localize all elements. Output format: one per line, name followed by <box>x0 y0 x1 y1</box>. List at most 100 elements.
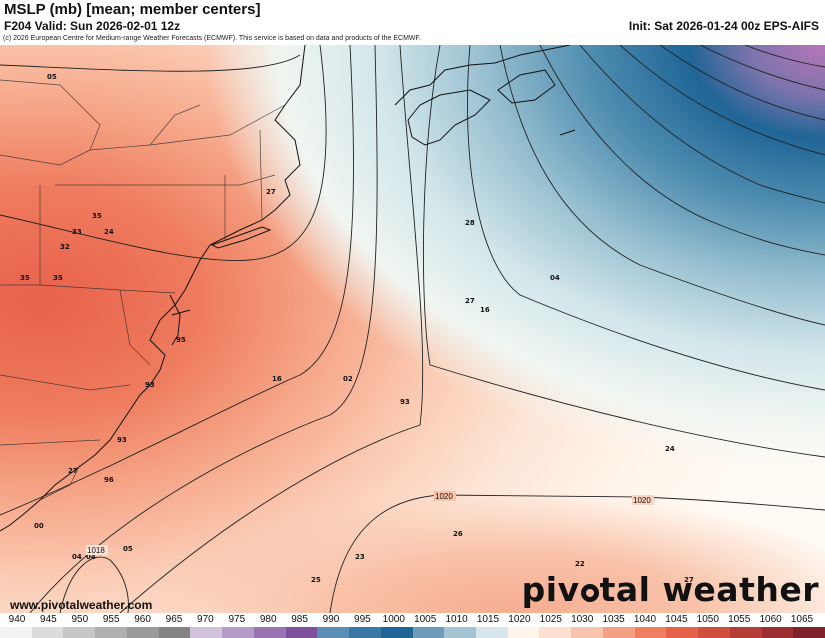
member-center-label: 27 <box>465 297 475 305</box>
colorbar-swatch <box>222 627 254 638</box>
member-center-label: 05 <box>47 73 57 81</box>
member-center-label: 02 <box>343 375 353 383</box>
member-center-label: 26 <box>453 530 463 538</box>
colorbar-tick-label: 975 <box>228 614 246 625</box>
colorbar: 940 945 950 955 960 965 970 975 980 985 990 995 1000… <box>0 613 825 638</box>
colorbar-tick-label: 1050 <box>696 614 719 625</box>
colorbar-swatch <box>380 627 413 638</box>
map-title: MSLP (mb) [mean; member centers] <box>4 1 261 18</box>
colorbar-swatch <box>31 627 64 638</box>
member-center-label: 24 <box>665 445 675 453</box>
colorbar-tick-label: 965 <box>165 614 183 625</box>
website-url[interactable]: www.pivotalweather.com <box>10 598 153 612</box>
colorbar-tick-label: 1020 <box>508 614 531 625</box>
colorbar-swatch <box>793 627 825 638</box>
member-center-label: 22 <box>575 560 585 568</box>
colorbar-tick-label: 1005 <box>414 614 437 625</box>
colorbar-swatch <box>729 627 762 638</box>
init-time: Init: Sat 2026-01-24 00z EPS-AIFS <box>628 19 819 33</box>
map-svg: 05 27 35 33 24 32 35 35 95 16 02 93 28 0… <box>0 45 825 613</box>
member-center-label: 33 <box>72 228 82 236</box>
colorbar-swatch <box>0 627 32 638</box>
member-center-label: 25 <box>311 576 321 584</box>
colorbar-swatch <box>476 627 508 638</box>
member-center-label: 16 <box>480 306 490 314</box>
header: MSLP (mb) [mean; member centers] F204 Va… <box>0 0 825 46</box>
colorbar-tick-label: 1035 <box>602 614 625 625</box>
copyright-notice: (c) 2026 European Centre for Medium-rang… <box>3 35 421 42</box>
colorbar-tick-label: 1015 <box>476 614 500 625</box>
isobar-labels: 1020 1020 1018 <box>86 491 654 555</box>
member-center-label: 35 <box>20 274 30 282</box>
isobar-label: 1020 <box>435 492 453 501</box>
member-center-label: 27 <box>68 467 78 475</box>
member-center-label: 27 <box>684 576 694 584</box>
member-center-label: 35 <box>53 274 63 282</box>
colorbar-tick-label: 1065 <box>790 614 814 625</box>
colorbar-swatch <box>571 627 603 638</box>
colorbar-ticks: 940 945 950 955 960 965 970 975 980 985 990 995 1000… <box>0 613 825 626</box>
member-center-label: 93 <box>145 381 155 389</box>
colorbar-swatch <box>507 627 540 638</box>
colorbar-tick-label: 980 <box>259 614 277 625</box>
valid-time: F204 Valid: Sun 2026-02-01 12z <box>4 19 181 33</box>
colorbar-tick-label: 1025 <box>539 614 562 625</box>
logo-text-left: piv <box>521 570 580 609</box>
member-center-label: 04 <box>86 553 96 561</box>
colorbar-tick-label: 1045 <box>665 614 688 625</box>
member-center-label: 04 <box>72 553 82 561</box>
colorbar-tick-label: 1030 <box>571 614 594 625</box>
colorbar-tick-label: 990 <box>322 614 340 625</box>
colorbar-tick-label: 970 <box>197 614 214 625</box>
logo-text-right: tal weather <box>599 570 819 609</box>
colorbar-swatch <box>698 627 730 638</box>
member-center-label: 28 <box>465 219 475 227</box>
weather-map[interactable]: 05 27 35 33 24 32 35 35 95 16 02 93 28 0… <box>0 45 825 613</box>
isobar-label: 1018 <box>87 546 105 555</box>
member-center-label: 24 <box>104 228 114 236</box>
colorbar-swatch <box>634 627 667 638</box>
colorbar-tick-label: 1010 <box>445 614 468 625</box>
colorbar-tick-label: 1060 <box>759 614 782 625</box>
colorbar-swatch <box>126 627 159 638</box>
member-center-label: 27 <box>266 188 276 196</box>
colorbar-swatch <box>602 627 635 638</box>
member-center-label: 35 <box>92 212 102 220</box>
logo-o-icon <box>580 584 599 602</box>
colorbar-swatch <box>253 627 286 638</box>
member-center-label: 04 <box>550 274 560 282</box>
member-center-label: 05 <box>123 545 133 553</box>
colorbar-tick-label: 940 <box>8 614 26 625</box>
colorbar-swatch <box>158 627 191 638</box>
colorbar-swatch <box>285 627 318 638</box>
colorbar-tick-label: 1040 <box>633 614 657 625</box>
colorbar-swatch <box>317 627 350 638</box>
colorbar-swatch <box>761 627 794 638</box>
colorbar-swatch <box>349 627 381 638</box>
member-center-label: 96 <box>104 476 114 484</box>
colorbar-tick-label: 1000 <box>382 614 405 625</box>
colorbar-tick-label: 985 <box>291 614 308 625</box>
member-center-label: 16 <box>272 375 282 383</box>
member-center-label: 23 <box>355 553 365 561</box>
colorbar-tick-label: 960 <box>134 614 151 625</box>
member-center-label: 95 <box>176 336 186 344</box>
colorbar-tick-label: 950 <box>71 614 89 625</box>
member-center-label: 93 <box>400 398 410 406</box>
colorbar-tick-label: 955 <box>102 614 120 625</box>
pivotal-weather-logo: piv tal weather <box>522 570 819 609</box>
colorbar-tick-label: 945 <box>40 614 57 625</box>
colorbar-swatch <box>539 627 572 638</box>
colorbar-swatches <box>0 627 825 638</box>
colorbar-tick-label: 995 <box>354 614 371 625</box>
isobar-label: 1020 <box>633 496 651 505</box>
member-center-label: 00 <box>34 522 44 530</box>
colorbar-swatch <box>666 627 699 638</box>
colorbar-swatch <box>412 627 445 638</box>
colorbar-swatch <box>444 627 477 638</box>
colorbar-swatch <box>190 627 223 638</box>
colorbar-tick-label: 1055 <box>728 614 751 625</box>
member-centers: 05 27 35 33 24 32 35 35 95 16 02 93 28 0… <box>20 73 694 584</box>
colorbar-swatch <box>95 627 127 638</box>
colorbar-swatch <box>63 627 96 638</box>
